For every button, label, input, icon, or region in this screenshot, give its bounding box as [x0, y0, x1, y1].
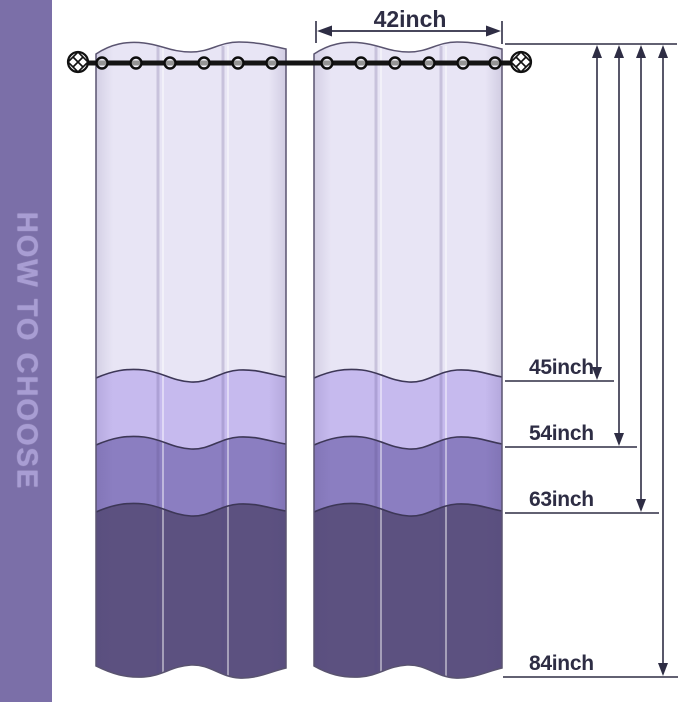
grommet-ring — [95, 56, 109, 70]
arrowhead-up — [658, 45, 668, 58]
ombre-boundary-2 — [313, 435, 503, 450]
rod-finial-right — [509, 50, 533, 74]
sidebar: HOW TO CHOOSE — [0, 0, 52, 702]
length-label: 63inch — [529, 488, 594, 511]
arrowhead-up — [614, 45, 624, 58]
panel-outline — [95, 41, 287, 679]
arrowhead-right — [486, 25, 501, 37]
grommet-ring — [197, 56, 211, 70]
grommet-ring — [231, 56, 245, 70]
grommet-ring — [129, 56, 143, 70]
arrowhead-down — [592, 367, 602, 380]
grommet-ring — [354, 56, 368, 70]
arrowhead-left — [317, 25, 332, 37]
curtain-panel-left — [95, 41, 287, 679]
grommet-ring — [422, 56, 436, 70]
width-label: 42inch — [374, 6, 447, 32]
arrowhead-down — [658, 663, 668, 676]
grommet-ring — [265, 56, 279, 70]
ombre-boundary-3 — [313, 502, 503, 517]
ombre-boundary-2 — [95, 435, 287, 450]
rod-finial-left — [66, 50, 90, 74]
ombre-boundary-3 — [95, 502, 287, 517]
grommets-right — [320, 56, 502, 70]
panel-outline — [313, 41, 503, 679]
curtain-panel-right — [313, 41, 503, 679]
grommets-left — [95, 56, 279, 70]
arrowhead-down — [614, 433, 624, 446]
panel-shading — [96, 42, 286, 679]
grommet-ring — [320, 56, 334, 70]
arrowhead-up — [592, 45, 602, 58]
grommet-ring — [388, 56, 402, 70]
arrowhead-up — [636, 45, 646, 58]
grommet-ring — [488, 56, 502, 70]
length-measurement-63: 63inch — [505, 45, 659, 514]
ombre-boundary-1 — [313, 368, 503, 383]
length-label: 84inch — [529, 652, 594, 675]
grommet-ring — [163, 56, 177, 70]
length-measurement-84: 84inch — [503, 45, 678, 678]
ombre-boundary-1 — [95, 368, 287, 383]
curtain-rod — [66, 50, 533, 74]
panel-shading — [314, 42, 502, 679]
length-label: 45inch — [529, 356, 594, 379]
arrowhead-down — [636, 499, 646, 512]
length-measurement-45: 45inch — [505, 45, 614, 382]
width-measurement: 42inch — [315, 6, 503, 44]
sidebar-title: HOW TO CHOOSE — [10, 211, 43, 491]
length-label: 54inch — [529, 422, 594, 445]
grommet-ring — [456, 56, 470, 70]
length-measurement-54: 54inch — [505, 45, 637, 448]
